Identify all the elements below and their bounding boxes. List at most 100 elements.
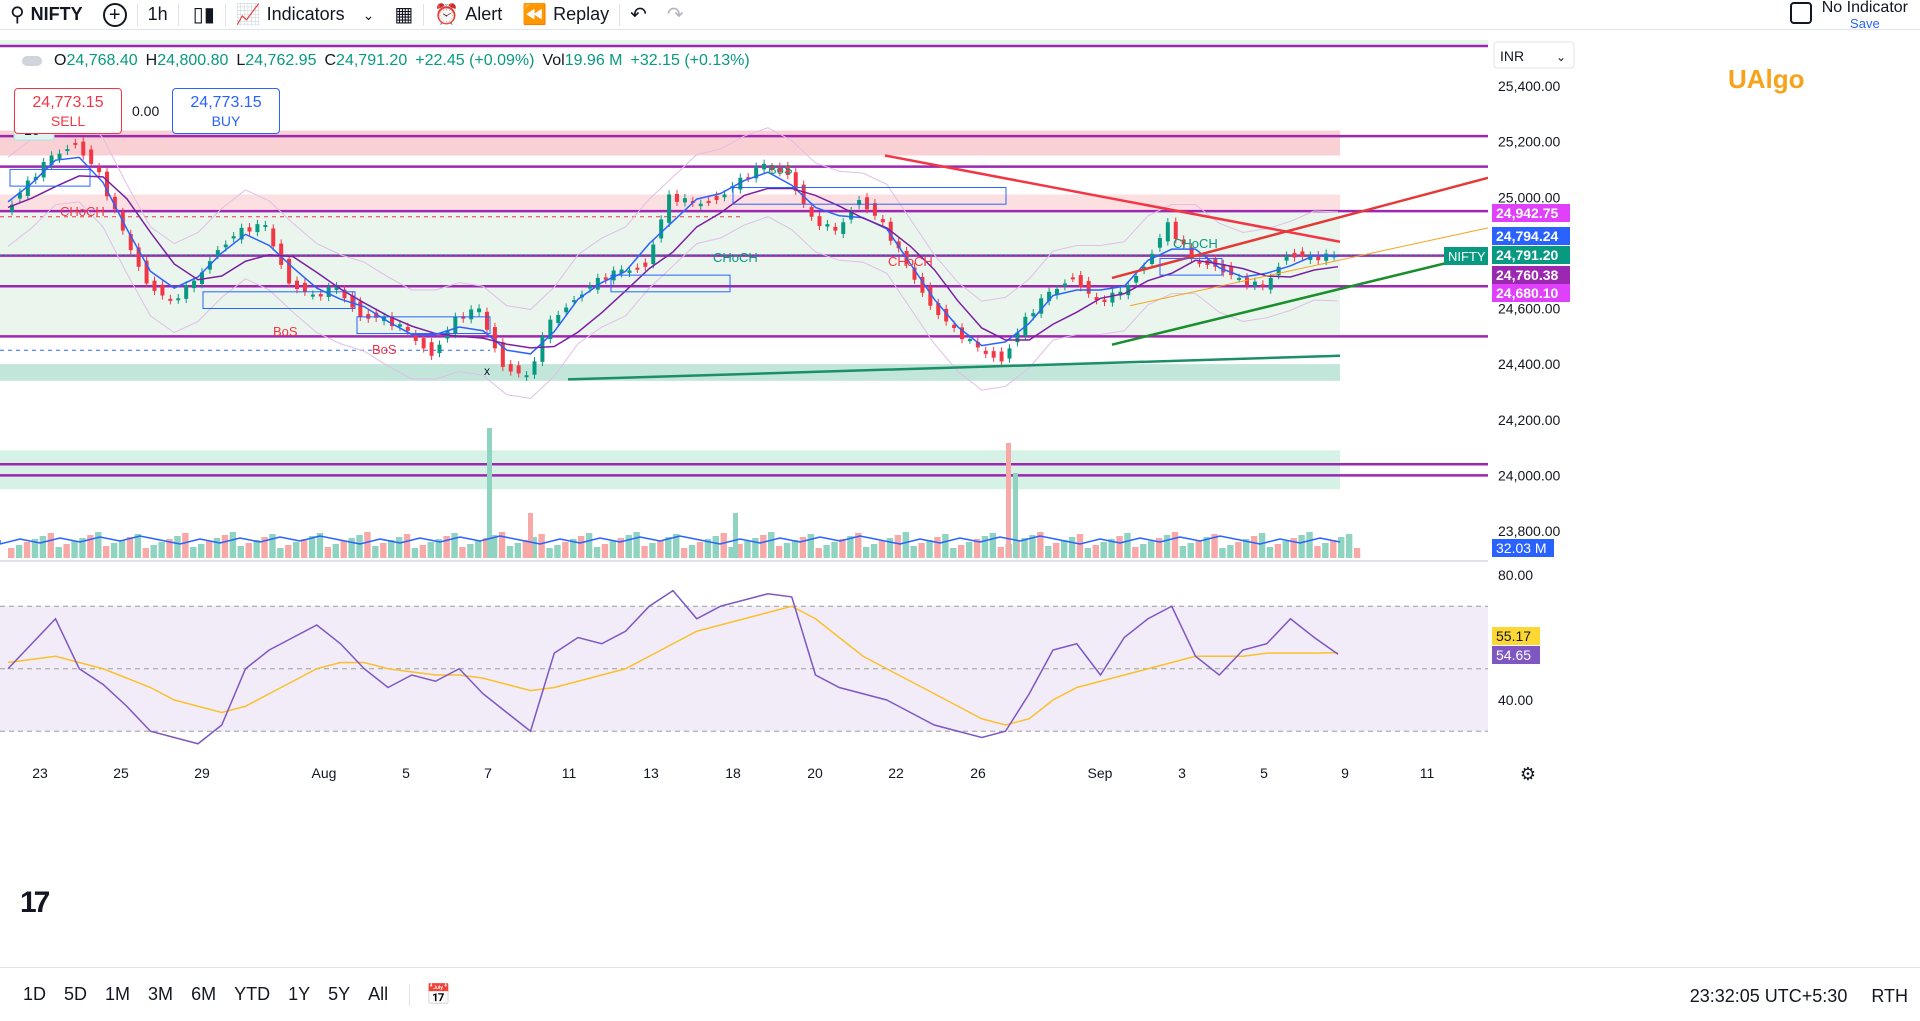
volume-bar bbox=[490, 535, 498, 558]
volume-bar bbox=[593, 547, 601, 558]
candle-body bbox=[152, 280, 157, 291]
volume-bar bbox=[459, 547, 466, 558]
range-all[interactable]: All bbox=[368, 984, 389, 1004]
candle-body bbox=[215, 250, 220, 256]
time-tick: 11 bbox=[1420, 765, 1435, 781]
candle-body bbox=[667, 194, 672, 223]
volume-bar bbox=[1060, 540, 1068, 558]
toolbar-divider bbox=[224, 3, 226, 26]
candle-body bbox=[564, 307, 569, 313]
volume-bar bbox=[522, 540, 529, 558]
price-badge-label: 24,794.24 bbox=[1496, 228, 1558, 244]
undo-button[interactable]: ↶ bbox=[620, 0, 657, 30]
candle-body bbox=[912, 267, 917, 280]
sell-price: 24,773.15 bbox=[32, 94, 104, 111]
volume-badge bbox=[1492, 539, 1554, 557]
volume-bar bbox=[768, 532, 775, 558]
time-tick: 5 bbox=[402, 765, 410, 781]
candle-body bbox=[437, 344, 442, 353]
replay-button[interactable]: ⏪ Replay bbox=[512, 0, 619, 30]
candle-body bbox=[302, 282, 307, 292]
interval-button[interactable]: 1h bbox=[138, 0, 178, 30]
candle-body bbox=[920, 276, 925, 293]
candle-body bbox=[793, 172, 798, 191]
volume-bar bbox=[712, 536, 719, 558]
save-link[interactable]: Save bbox=[1850, 16, 1880, 31]
range-1y[interactable]: 1Y bbox=[288, 984, 311, 1004]
time-axis[interactable]: 23 25 29 Aug 5 7 11 13 18 20 22 26 Sep 3 5 9 11 ⚙ bbox=[32, 764, 1536, 785]
range-1d[interactable]: 1D bbox=[23, 984, 47, 1004]
volume-bar bbox=[332, 544, 339, 558]
buy-label: BUY bbox=[211, 113, 241, 129]
candle-body bbox=[405, 327, 410, 331]
range-6m[interactable]: 6M bbox=[191, 984, 217, 1004]
volume-bar bbox=[15, 545, 23, 558]
volume-bar bbox=[1171, 532, 1179, 558]
candle-body bbox=[841, 222, 846, 234]
candle-body bbox=[469, 309, 474, 320]
volume-bar bbox=[87, 535, 94, 558]
candle-body bbox=[73, 142, 78, 145]
volume-bar bbox=[1203, 537, 1210, 558]
price-chart[interactable]: CHoCHCHoCHCHoCHCHoCHBoSBoSBoSx16SH INR⌄2… bbox=[0, 40, 1920, 960]
structure-label: CHoCH bbox=[713, 250, 758, 265]
volume-bar bbox=[498, 532, 506, 558]
range-3m[interactable]: 3M bbox=[148, 984, 174, 1004]
volume-bar bbox=[855, 533, 862, 558]
candle-body bbox=[1173, 221, 1178, 239]
volume-bar bbox=[451, 533, 458, 558]
alert-button[interactable]: ⏰ Alert bbox=[424, 0, 512, 30]
structure-label: CHoCH bbox=[888, 254, 933, 269]
volume-bar bbox=[1140, 544, 1147, 558]
structure-box bbox=[202, 291, 356, 309]
candle-body bbox=[192, 280, 197, 289]
redo-button[interactable]: ↷ bbox=[657, 0, 694, 30]
volume-bar bbox=[633, 532, 640, 558]
volume-bar bbox=[1211, 534, 1218, 558]
chart-type-button[interactable]: ▯▮ bbox=[179, 0, 225, 30]
volume-bar bbox=[910, 546, 917, 558]
range-5d[interactable]: 5D bbox=[64, 984, 88, 1004]
volume-bar bbox=[760, 535, 767, 558]
volume-bar bbox=[839, 539, 846, 558]
candle-body bbox=[825, 224, 830, 227]
sell-label: SELL bbox=[50, 113, 86, 129]
candle-body bbox=[136, 247, 141, 267]
volume-bar bbox=[411, 548, 419, 558]
ohlc-legend: O24,768.40 H24,800.80 L24,762.95 C24,791… bbox=[22, 52, 750, 70]
volume-bar bbox=[665, 537, 672, 558]
volume-bar bbox=[736, 544, 743, 558]
session-label[interactable]: RTH bbox=[1871, 986, 1908, 1006]
clock[interactable]: 23:32:05 UTC+5:30 bbox=[1689, 986, 1848, 1006]
no-indicator-toggle[interactable]: No Indicator Save bbox=[1789, 0, 1908, 32]
volume-spike bbox=[1013, 473, 1018, 558]
volume-bar bbox=[680, 548, 688, 558]
layouts-button[interactable]: ▦ bbox=[384, 0, 423, 30]
volume-layer bbox=[0, 428, 1361, 558]
range-1m[interactable]: 1M bbox=[105, 984, 131, 1004]
candle-body bbox=[603, 277, 608, 280]
compare-button[interactable]: + bbox=[93, 0, 137, 30]
checkbox[interactable] bbox=[1789, 2, 1812, 24]
indicators-button[interactable]: 📈 Indicators ⌄ bbox=[226, 0, 385, 30]
volume-bar bbox=[253, 540, 260, 558]
candle-body bbox=[865, 197, 869, 210]
buy-button[interactable]: 24,773.15 BUY bbox=[172, 88, 280, 134]
candle-body bbox=[231, 236, 236, 239]
toolbar-divider bbox=[619, 3, 621, 26]
chevron-down-icon[interactable]: ⌄ bbox=[362, 6, 375, 23]
volume-bar bbox=[1266, 547, 1274, 558]
sell-button[interactable]: 24,773.15 SELL bbox=[14, 88, 122, 134]
candle-body bbox=[255, 224, 260, 233]
range-ytd[interactable]: YTD bbox=[234, 984, 271, 1004]
volume-bar bbox=[134, 534, 142, 558]
candle-body bbox=[1300, 251, 1305, 257]
volume-bar bbox=[403, 534, 411, 558]
symbol-search[interactable]: ⚲ NIFTY bbox=[0, 0, 93, 30]
candle-body bbox=[857, 200, 862, 206]
calendar-icon[interactable]: 📅 bbox=[426, 983, 452, 1006]
visibility-dot-icon[interactable] bbox=[22, 56, 42, 66]
price-axis[interactable]: INR⌄25,400.0025,200.0025,000.0024,800.00… bbox=[1444, 40, 1920, 760]
time-tick: 9 bbox=[1341, 765, 1349, 781]
range-5y[interactable]: 5Y bbox=[328, 984, 351, 1004]
